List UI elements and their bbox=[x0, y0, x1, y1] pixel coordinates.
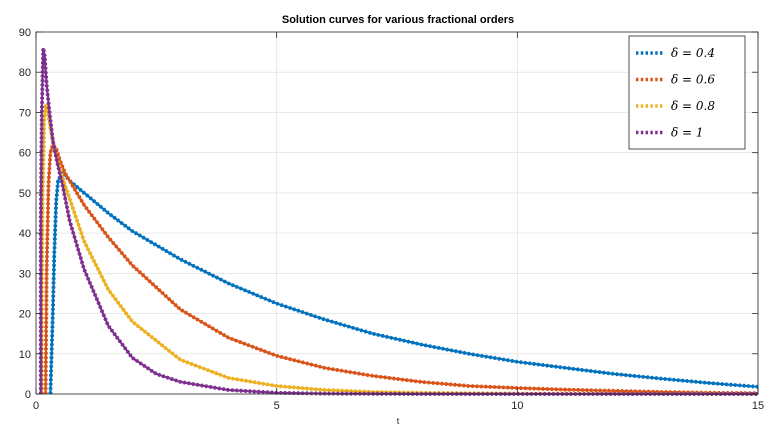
y-tick-label: 50 bbox=[19, 188, 31, 200]
axis-ticks: 0 5 10 15 0 10 20 30 40 50 60 70 80 90 bbox=[19, 27, 764, 412]
legend-box bbox=[628, 35, 746, 150]
chart-title: Solution curves for various fractional o… bbox=[282, 14, 514, 26]
y-tick-label: 10 bbox=[19, 349, 31, 361]
legend-label-3: δ = 1 bbox=[671, 126, 704, 140]
y-tick-label: 0 bbox=[25, 389, 31, 401]
x-tick-label: 15 bbox=[752, 400, 764, 412]
series-dotted-1 bbox=[43, 140, 759, 396]
x-axis-label: t bbox=[397, 416, 400, 426]
y-tick-label: 40 bbox=[19, 228, 31, 240]
series-dotted-3 bbox=[38, 47, 758, 396]
y-tick-label: 60 bbox=[19, 148, 31, 160]
x-tick-label: 0 bbox=[33, 400, 39, 412]
y-tick-label: 90 bbox=[19, 27, 31, 39]
legend-label-2: δ = 0.8 bbox=[671, 99, 715, 113]
series-line-0 bbox=[49, 171, 759, 395]
plot-frame bbox=[35, 31, 759, 395]
legend-label-0: δ = 0.4 bbox=[671, 46, 715, 60]
x-tick-label: 10 bbox=[511, 400, 523, 412]
y-tick-label: 20 bbox=[19, 309, 31, 321]
legend: δ = 0.4 δ = 0.6 δ = 0.8 δ = 1 bbox=[628, 35, 746, 150]
y-tick-label: 80 bbox=[19, 67, 31, 79]
legend-label-1: δ = 0.6 bbox=[671, 73, 715, 87]
y-tick-label: 30 bbox=[19, 268, 31, 280]
series-dotted-2 bbox=[39, 103, 759, 396]
y-tick-label: 70 bbox=[19, 107, 31, 119]
x-tick-label: 5 bbox=[274, 400, 280, 412]
